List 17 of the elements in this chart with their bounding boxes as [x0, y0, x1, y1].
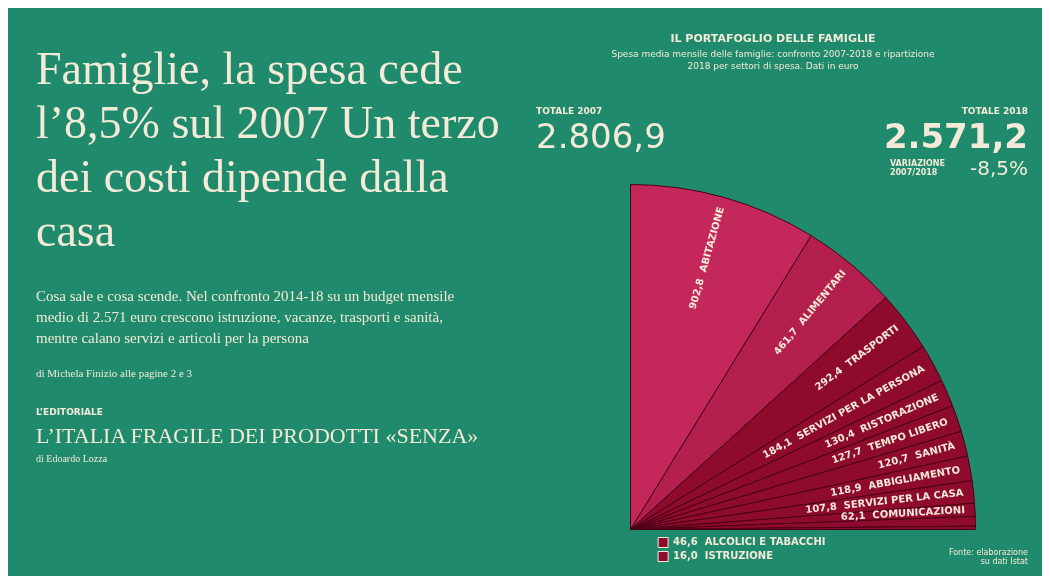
chart-title: IL PORTAFOGLIO DELLE FAMIGLIE	[669, 32, 877, 45]
legend-label: 46,6 ALCOLICI E TABACCHI	[673, 536, 826, 548]
source-note: Fonte: elaborazione su dati Istat	[948, 548, 1028, 566]
text: 2.806,9	[536, 116, 666, 156]
text: VARIAZIONE 2007/2018	[889, 159, 945, 177]
legend-label: 16,0 ISTRUZIONE	[673, 550, 774, 562]
text: Famiglie, la spesa cede l’8,5% sul 2007 Un terzo dei costi dipende dalla casa	[36, 43, 500, 256]
text: di Edoardo Lozza	[36, 453, 108, 464]
text: Cosa sale e cosa scende. Nel confronto 2014-18 su un budget mensile medio di 2.571 euro crescono istruzione, vacanze, trasporti e sanità, mentre calano servizi e articoli per la persona	[36, 288, 455, 346]
text: -8,5%	[969, 156, 1028, 180]
text: di Michela Finizio alle pagine 2 e 3	[36, 367, 193, 379]
text: L’ITALIA FRAGILE DEI PRODOTTI «SENZA»	[36, 423, 479, 448]
text: L’EDITORIALE	[36, 407, 103, 417]
chart-subtitle: Spesa media mensile delle famiglie: confronto 2007-2018 e ripartizione 2018 per settori di spesa. Dati in euro	[610, 48, 936, 72]
text: TOTALE 2007	[536, 106, 603, 116]
text: 2.571,2	[883, 116, 1028, 156]
text: TOTALE 2018	[961, 106, 1028, 116]
